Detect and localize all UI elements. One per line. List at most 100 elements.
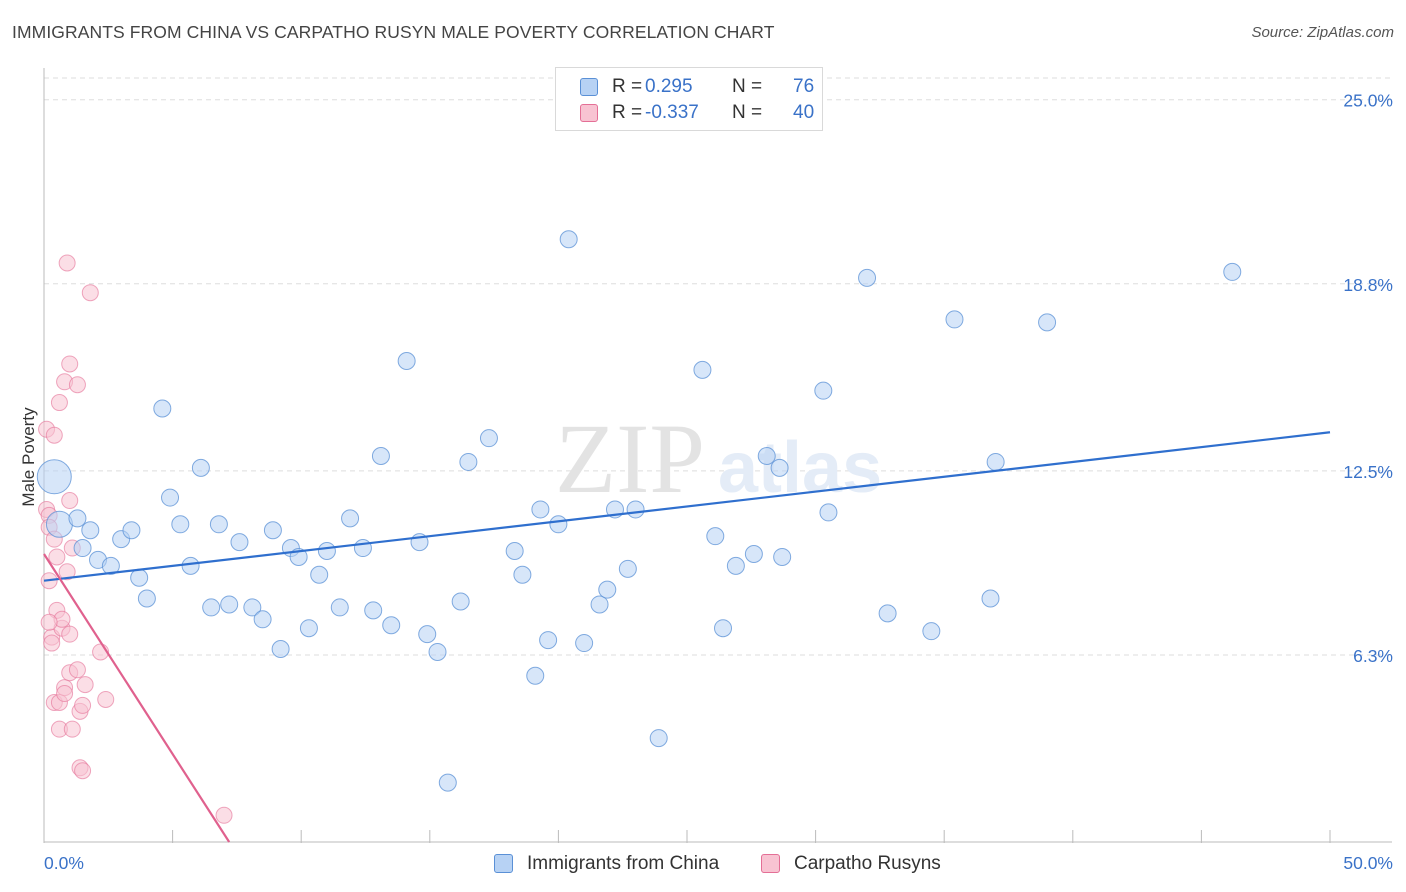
rusyn-point bbox=[61, 625, 79, 643]
r-label: R = bbox=[612, 76, 643, 97]
china-point bbox=[626, 500, 645, 519]
china-point bbox=[317, 542, 336, 561]
china-point bbox=[243, 598, 262, 617]
china-point bbox=[549, 515, 568, 534]
x-tick-label-end: 50.0% bbox=[1343, 853, 1393, 873]
rusyn-point bbox=[97, 690, 115, 708]
china-point bbox=[428, 642, 447, 661]
china-point bbox=[330, 598, 349, 617]
watermark: ZIP atlas bbox=[555, 403, 882, 514]
china-point bbox=[986, 452, 1005, 471]
china-point bbox=[618, 559, 637, 578]
rusyn-legend-swatch bbox=[761, 854, 780, 873]
china-point bbox=[171, 515, 190, 534]
axes-layer bbox=[43, 68, 1392, 843]
rusyn-r-value: -0.337 bbox=[645, 102, 699, 123]
china-point bbox=[559, 230, 578, 249]
china-trend-line bbox=[43, 431, 1331, 582]
china-point bbox=[341, 509, 360, 528]
china-point bbox=[418, 625, 437, 644]
rusyn-point bbox=[56, 685, 74, 703]
china-point bbox=[382, 616, 401, 635]
china-point bbox=[459, 452, 478, 471]
n-label: N = bbox=[732, 102, 763, 123]
rusyn-point bbox=[76, 676, 94, 694]
china-point bbox=[649, 729, 668, 748]
china-swatch bbox=[580, 78, 598, 96]
y-tick-label: 6.3% bbox=[1353, 646, 1393, 666]
china-point bbox=[757, 447, 776, 465]
rusyn-point bbox=[43, 634, 61, 652]
rusyn-point bbox=[68, 376, 86, 394]
rusyn-point bbox=[215, 806, 233, 824]
china-legend-swatch bbox=[494, 854, 513, 873]
watermark-atlas: atlas bbox=[718, 428, 882, 508]
china-point bbox=[202, 598, 221, 617]
rusyn-n-value: 40 bbox=[793, 102, 815, 123]
china-point bbox=[513, 565, 532, 584]
china-point bbox=[922, 622, 941, 641]
china-point bbox=[878, 604, 897, 623]
china-point bbox=[505, 542, 524, 561]
x-tick-label-start: 0.0% bbox=[44, 853, 84, 873]
china-legend-label: Immigrants from China bbox=[527, 853, 720, 874]
y-tick-label: 12.5% bbox=[1343, 462, 1393, 482]
china-point bbox=[819, 503, 838, 522]
rusyn-point bbox=[58, 563, 76, 581]
correlation-legend: R = 0.295 N = 76 R = -0.337 N = 40 bbox=[555, 67, 823, 131]
china-point bbox=[230, 533, 249, 552]
source-label: Source: ZipAtlas.com bbox=[1251, 24, 1394, 41]
china-point bbox=[693, 360, 712, 379]
china-point bbox=[539, 631, 558, 650]
rusyn-trend-line bbox=[43, 553, 231, 843]
china-point bbox=[36, 459, 72, 495]
china-point bbox=[744, 544, 763, 563]
china-point bbox=[122, 521, 141, 540]
china-point bbox=[310, 565, 329, 584]
china-point bbox=[161, 488, 180, 507]
rusyn-point bbox=[74, 696, 92, 714]
china-point bbox=[209, 515, 228, 534]
rusyn-point bbox=[45, 426, 63, 444]
grid-layer bbox=[44, 77, 1392, 656]
china-point bbox=[271, 640, 290, 658]
china-point bbox=[438, 773, 457, 792]
china-point bbox=[598, 580, 617, 599]
rusyn-point bbox=[48, 548, 66, 566]
china-point bbox=[575, 634, 594, 653]
rusyn-swatch bbox=[580, 104, 598, 122]
rusyn-point bbox=[74, 762, 92, 780]
china-point bbox=[130, 568, 149, 587]
rusyn-point bbox=[61, 492, 79, 510]
china-point bbox=[726, 556, 745, 575]
china-point bbox=[770, 458, 789, 477]
china-point bbox=[479, 429, 498, 448]
china-point bbox=[191, 458, 210, 477]
rusyn-point bbox=[63, 720, 81, 738]
rusyn-point bbox=[61, 355, 79, 373]
china-point bbox=[364, 601, 383, 620]
china-point bbox=[137, 589, 156, 608]
china-point bbox=[73, 539, 92, 558]
china-point bbox=[153, 399, 172, 418]
china-point bbox=[814, 381, 833, 400]
china-point bbox=[945, 310, 964, 329]
y-tick-label: 25.0% bbox=[1343, 91, 1393, 111]
chart-title: IMMIGRANTS FROM CHINA VS CARPATHO RUSYN … bbox=[12, 22, 775, 42]
china-point bbox=[1038, 313, 1057, 332]
tick-labels: 6.3% 12.5% 18.8% 25.0% 0.0% 50.0% bbox=[44, 91, 1393, 873]
china-point bbox=[526, 666, 545, 685]
y-tick-label: 18.8% bbox=[1343, 275, 1393, 295]
china-point bbox=[981, 589, 1000, 608]
china-points bbox=[36, 230, 1242, 792]
china-r-value: 0.295 bbox=[645, 76, 693, 97]
r-label: R = bbox=[612, 102, 643, 123]
china-point bbox=[531, 500, 550, 519]
rusyn-point bbox=[50, 394, 68, 412]
china-point bbox=[773, 547, 792, 566]
y-axis-label: Male Poverty bbox=[19, 407, 38, 507]
china-point bbox=[858, 268, 877, 287]
china-point bbox=[263, 521, 282, 540]
china-point bbox=[706, 527, 725, 546]
